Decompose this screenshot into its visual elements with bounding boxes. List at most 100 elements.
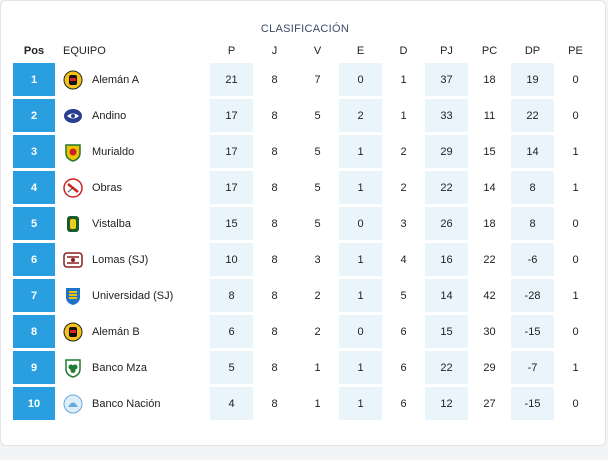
- team-cell[interactable]: Obras: [55, 171, 210, 207]
- stat-dp-cell: 8: [511, 207, 554, 243]
- stat-d-cell: 4: [382, 243, 425, 279]
- table-row[interactable]: 8 Alemán B 6 8 2 0 6 15 30 -15 0: [13, 315, 597, 351]
- stat-e-cell: 1: [339, 243, 382, 279]
- stat-p-cell: 17: [210, 171, 253, 207]
- stat-pc-cell: 42: [468, 279, 511, 315]
- stat-pc-cell: 27: [468, 387, 511, 423]
- team-name[interactable]: Murialdo: [92, 145, 135, 158]
- stat-p-cell: 21: [210, 63, 253, 99]
- stat-p-cell: 10: [210, 243, 253, 279]
- table-row[interactable]: 3 Murialdo 17 8 5 1 2 29 15 14 1: [13, 135, 597, 171]
- table-row[interactable]: 9 Banco Mza 5 8 1 1 6 22 29 -7 1: [13, 351, 597, 387]
- stat-pe-cell: 0: [554, 387, 597, 423]
- stat-pc-cell: 14: [468, 171, 511, 207]
- standings-title: CLASIFICACIÓN: [260, 23, 350, 35]
- team-name[interactable]: Banco Mza: [92, 361, 148, 374]
- table-row[interactable]: 10 Banco Nación 4 8 1 1 6 12 27 -15 0: [13, 387, 597, 423]
- andino-crest-icon: [63, 106, 83, 126]
- stat-e-cell: 1: [339, 387, 382, 423]
- position-cell: 6: [13, 243, 55, 279]
- team-wrap: Alemán A: [63, 70, 210, 90]
- stat-e-cell: 1: [339, 135, 382, 171]
- stat-pj-cell: 33: [425, 99, 468, 135]
- murialdo-crest-icon: [63, 142, 83, 162]
- table-row[interactable]: 6 Lomas (SJ) 10 8 3 1 4 16 22 -6 0: [13, 243, 597, 279]
- stat-pe-cell: 1: [554, 351, 597, 387]
- position-cell: 10: [13, 387, 55, 423]
- stat-v-cell: 5: [296, 99, 339, 135]
- stat-j-cell: 8: [253, 99, 296, 135]
- stat-v-cell: 5: [296, 171, 339, 207]
- stat-p-cell: 17: [210, 99, 253, 135]
- header-row: Pos EQUIPO P J V E D PJ PC DP PE: [13, 39, 597, 63]
- team-name[interactable]: Alemán B: [92, 325, 140, 338]
- team-wrap: Murialdo: [63, 142, 210, 162]
- position-cell: 8: [13, 315, 55, 351]
- stat-j-cell: 8: [253, 135, 296, 171]
- stat-p-cell: 5: [210, 351, 253, 387]
- stat-pc-cell: 11: [468, 99, 511, 135]
- team-name[interactable]: Vistalba: [92, 217, 131, 230]
- stat-pe-cell: 0: [554, 315, 597, 351]
- stat-pj-cell: 29: [425, 135, 468, 171]
- stat-dp-cell: 8: [511, 171, 554, 207]
- team-wrap: Banco Mza: [63, 358, 210, 378]
- stat-p-cell: 6: [210, 315, 253, 351]
- team-name[interactable]: Lomas (SJ): [92, 253, 149, 266]
- stat-e-cell: 0: [339, 207, 382, 243]
- stat-v-cell: 5: [296, 207, 339, 243]
- table-row[interactable]: 4 Obras 17 8 5 1 2 22 14 8 1: [13, 171, 597, 207]
- team-cell[interactable]: Universidad (SJ): [55, 279, 210, 315]
- stat-dp-cell: -7: [511, 351, 554, 387]
- header-v: V: [313, 45, 322, 57]
- standings-table: Pos EQUIPO P J V E D PJ PC DP PE 1 Alemán…: [13, 39, 597, 423]
- stat-e-cell: 1: [339, 351, 382, 387]
- stat-v-cell: 1: [296, 387, 339, 423]
- table-row[interactable]: 2 Andino 17 8 5 2 1 33 11 22 0: [13, 99, 597, 135]
- header-pc: PC: [481, 45, 498, 57]
- table-row[interactable]: 7 Universidad (SJ) 8 8 2 1 5 14 42 -28 1: [13, 279, 597, 315]
- stat-pc-cell: 22: [468, 243, 511, 279]
- stat-e-cell: 0: [339, 315, 382, 351]
- stat-pc-cell: 30: [468, 315, 511, 351]
- team-name[interactable]: Alemán A: [92, 73, 140, 86]
- stat-pj-cell: 16: [425, 243, 468, 279]
- stat-pe-cell: 0: [554, 207, 597, 243]
- stat-dp-cell: -6: [511, 243, 554, 279]
- banco-nacion-crest-icon: [63, 394, 83, 414]
- position-cell: 4: [13, 171, 55, 207]
- team-cell[interactable]: Alemán A: [55, 63, 210, 99]
- stat-pj-cell: 15: [425, 315, 468, 351]
- team-name[interactable]: Banco Nación: [92, 397, 161, 410]
- stat-e-cell: 2: [339, 99, 382, 135]
- team-cell[interactable]: Lomas (SJ): [55, 243, 210, 279]
- stat-pc-cell: 18: [468, 63, 511, 99]
- stat-j-cell: 8: [253, 279, 296, 315]
- stat-v-cell: 2: [296, 315, 339, 351]
- team-cell[interactable]: Banco Nación: [55, 387, 210, 423]
- stat-dp-cell: 22: [511, 99, 554, 135]
- stat-d-cell: 1: [382, 63, 425, 99]
- stat-dp-cell: -15: [511, 387, 554, 423]
- team-cell[interactable]: Alemán B: [55, 315, 210, 351]
- table-row[interactable]: 5 Vistalba 15 8 5 0 3 26 18 8 0: [13, 207, 597, 243]
- stat-j-cell: 8: [253, 63, 296, 99]
- stat-j-cell: 8: [253, 243, 296, 279]
- team-cell[interactable]: Vistalba: [55, 207, 210, 243]
- stat-pc-cell: 15: [468, 135, 511, 171]
- position-cell: 3: [13, 135, 55, 171]
- team-name[interactable]: Obras: [92, 181, 122, 194]
- team-name[interactable]: Andino: [92, 109, 127, 122]
- stat-d-cell: 6: [382, 351, 425, 387]
- table-row[interactable]: 1 Alemán A 21 8 7 0 1 37 18 19 0: [13, 63, 597, 99]
- team-cell[interactable]: Andino: [55, 99, 210, 135]
- team-wrap: Alemán B: [63, 322, 210, 342]
- team-cell[interactable]: Murialdo: [55, 135, 210, 171]
- vistalba-crest-icon: [63, 214, 83, 234]
- stat-j-cell: 8: [253, 171, 296, 207]
- team-name[interactable]: Universidad (SJ): [92, 289, 174, 302]
- team-wrap: Lomas (SJ): [63, 250, 210, 270]
- stat-d-cell: 2: [382, 171, 425, 207]
- aleman-crest-icon: [63, 70, 83, 90]
- team-cell[interactable]: Banco Mza: [55, 351, 210, 387]
